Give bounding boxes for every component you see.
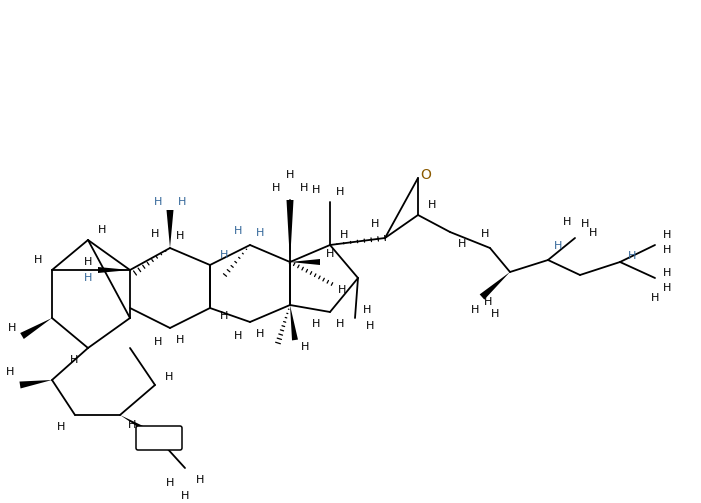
Text: H: H	[84, 273, 93, 283]
Text: H: H	[663, 230, 671, 240]
Text: H: H	[70, 355, 79, 365]
Text: H: H	[256, 329, 264, 339]
Text: H: H	[312, 185, 320, 195]
Text: H: H	[128, 420, 136, 430]
Text: H: H	[6, 367, 14, 377]
Text: H: H	[336, 187, 344, 197]
Text: H: H	[326, 249, 334, 259]
Text: H: H	[336, 319, 344, 329]
Text: H: H	[300, 183, 308, 193]
Text: H: H	[151, 229, 159, 239]
Text: H: H	[256, 228, 264, 238]
Text: H: H	[663, 245, 671, 255]
Text: H: H	[301, 342, 309, 352]
Text: H: H	[220, 311, 229, 321]
Text: H: H	[491, 309, 499, 319]
Text: H: H	[234, 226, 242, 236]
Text: H: H	[340, 230, 348, 240]
Text: H: H	[196, 475, 204, 485]
Polygon shape	[479, 272, 510, 300]
Text: H: H	[166, 478, 174, 488]
Polygon shape	[20, 380, 52, 388]
Text: H: H	[484, 297, 492, 307]
FancyBboxPatch shape	[136, 426, 182, 450]
Polygon shape	[290, 259, 320, 265]
Polygon shape	[120, 415, 156, 438]
Text: H: H	[366, 321, 374, 331]
Text: H: H	[98, 225, 106, 235]
Text: H: H	[371, 219, 379, 229]
Text: H: H	[312, 319, 320, 329]
Polygon shape	[167, 210, 174, 248]
Text: H: H	[272, 183, 280, 193]
Text: H: H	[8, 323, 16, 333]
Text: H: H	[428, 200, 436, 210]
Text: H: H	[589, 228, 597, 238]
Text: H: H	[663, 283, 671, 293]
Text: H: H	[338, 285, 346, 295]
Text: H: H	[176, 335, 184, 345]
Text: H: H	[363, 305, 372, 315]
Text: H: H	[165, 372, 173, 382]
Text: H: H	[57, 422, 65, 432]
Polygon shape	[290, 305, 298, 341]
Text: H: H	[628, 251, 637, 261]
Text: H: H	[471, 305, 479, 315]
Text: H: H	[481, 229, 489, 239]
Text: H: H	[178, 197, 186, 207]
Text: H: H	[154, 197, 162, 207]
Text: H: H	[554, 241, 562, 251]
Polygon shape	[287, 200, 294, 262]
Text: H: H	[663, 268, 671, 278]
Text: H: H	[84, 257, 93, 267]
Text: O: O	[421, 168, 431, 182]
Text: H: H	[286, 170, 294, 180]
Text: H: H	[181, 491, 189, 501]
Polygon shape	[98, 267, 130, 273]
Text: H: H	[581, 219, 589, 229]
Text: H: H	[563, 217, 571, 227]
Text: H: H	[154, 337, 162, 347]
Text: H: H	[220, 250, 229, 260]
Text: H: H	[458, 239, 466, 249]
Text: H: H	[34, 255, 42, 265]
Text: OMe: OMe	[147, 433, 172, 443]
Polygon shape	[20, 318, 52, 339]
Text: H: H	[234, 331, 242, 341]
Text: H: H	[651, 293, 659, 303]
Text: H: H	[176, 231, 184, 241]
